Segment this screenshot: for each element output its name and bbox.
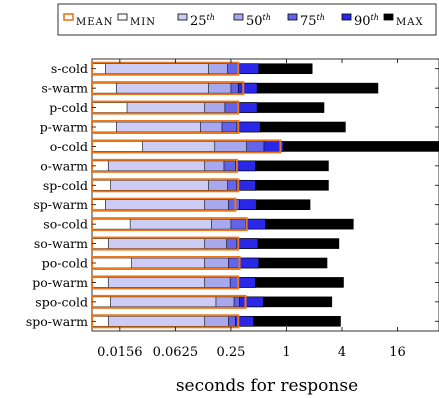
x-axis: 0.0156 0.0625 0.25 1 4 16 bbox=[97, 59, 406, 360]
legend-swatch-p75 bbox=[287, 13, 298, 21]
legend-swatch-min bbox=[117, 13, 128, 21]
bar-min-so-cold bbox=[91, 218, 131, 230]
y-tick-label: sp-warm bbox=[33, 197, 88, 212]
bar-p25-o-warm bbox=[91, 160, 206, 172]
legend-swatch-max bbox=[383, 13, 394, 21]
y-tick-label: spo-warm bbox=[26, 314, 88, 329]
y-tick-label: po-cold bbox=[42, 256, 88, 271]
y-tick-label: o-cold bbox=[50, 139, 88, 154]
y-tick-label: p-cold bbox=[49, 100, 88, 115]
x-tick-label: 0.25 bbox=[216, 345, 245, 360]
legend-swatch-p25 bbox=[177, 13, 188, 21]
y-tick-label: so-warm bbox=[34, 236, 88, 251]
x-tick-label: 0.0625 bbox=[153, 345, 199, 360]
legend-label-p90: 90th bbox=[354, 13, 379, 29]
legend-swatch-p90 bbox=[341, 13, 352, 21]
legend-label-mean: MEAN bbox=[76, 17, 114, 28]
bar-p25-spo-warm bbox=[91, 315, 206, 327]
legend: MEAN MIN 25th 50th 75th 90th MAX bbox=[57, 3, 437, 36]
x-tick-label: 0.0156 bbox=[97, 345, 143, 360]
x-tick-label: 1 bbox=[282, 345, 290, 360]
y-tick-label: s-cold bbox=[51, 61, 88, 76]
y-tick-label: po-warm bbox=[32, 275, 88, 290]
legend-label-p50: 50th bbox=[246, 13, 271, 29]
legend-label-min: MIN bbox=[130, 17, 156, 28]
legend-label-p25: 25th bbox=[190, 13, 215, 29]
x-tick-label: 16 bbox=[389, 345, 406, 360]
legend-swatch-p50 bbox=[233, 13, 244, 21]
bar-p25-sp-warm bbox=[91, 199, 206, 211]
bar-min-o-cold bbox=[91, 141, 143, 152]
bar-min-po-cold bbox=[91, 257, 132, 269]
legend-label-max: MAX bbox=[396, 17, 424, 28]
y-tick-label: p-warm bbox=[40, 120, 88, 135]
y-tick-label: s-warm bbox=[41, 81, 88, 96]
bar-p25-s-cold bbox=[91, 63, 209, 75]
y-tick-label: o-warm bbox=[40, 158, 88, 173]
x-axis-label: seconds for response bbox=[176, 376, 358, 396]
bar-p25-po-warm bbox=[91, 277, 206, 288]
x-tick-label: 4 bbox=[338, 345, 346, 360]
y-tick-label: sp-cold bbox=[43, 178, 88, 193]
bar-min-p-cold bbox=[91, 102, 128, 113]
plot-frame bbox=[91, 58, 439, 332]
y-tick-label: spo-cold bbox=[35, 294, 88, 309]
legend-swatch-mean bbox=[63, 13, 74, 21]
y-axis: s-cold s-warm p-cold p-warm o-cold o-warm sp-c… bbox=[26, 61, 439, 329]
y-tick-label: so-cold bbox=[43, 217, 88, 232]
plot-area bbox=[91, 58, 439, 332]
legend-label-p75: 75th bbox=[300, 13, 325, 29]
bar-p25-so-warm bbox=[91, 238, 206, 249]
